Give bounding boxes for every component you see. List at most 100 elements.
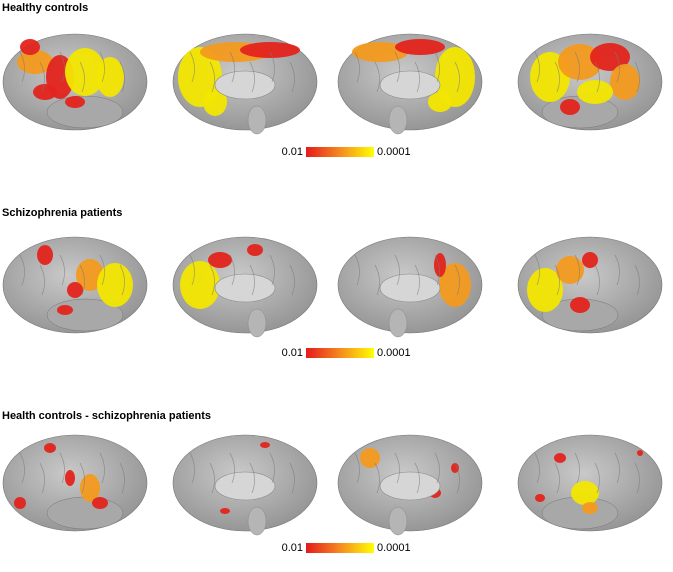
activation-blob <box>582 252 598 268</box>
sulcus <box>39 264 45 296</box>
sulcus <box>354 254 360 286</box>
sulcus <box>19 452 25 484</box>
sulcus <box>574 51 580 83</box>
activation-blob <box>96 57 124 97</box>
sulcus <box>99 452 105 484</box>
sulcus <box>434 51 440 83</box>
activation-blob <box>44 443 56 453</box>
sulcus <box>414 462 420 494</box>
colorbar-max-label: 0.0001 <box>377 347 411 359</box>
sulcus <box>614 452 620 484</box>
sulcus <box>554 61 560 93</box>
brainstem <box>388 105 408 135</box>
sulcus <box>614 254 620 286</box>
activation-blob <box>360 448 380 468</box>
activation-blob <box>180 261 220 309</box>
sulcus <box>119 264 125 296</box>
brain-view <box>172 434 318 536</box>
sulcus <box>289 61 295 93</box>
activation-blob <box>17 50 53 74</box>
sulcus <box>39 61 45 93</box>
colorbar-min-label: 0.01 <box>282 542 303 554</box>
sulcus <box>614 51 620 83</box>
activation-blob <box>33 84 57 100</box>
sulcus <box>229 452 235 484</box>
brainstem <box>388 506 408 536</box>
activation-blob <box>610 64 640 100</box>
sulcus <box>574 254 580 286</box>
sulcus <box>189 254 195 286</box>
brain-view <box>517 434 663 532</box>
activation-blob <box>208 252 232 268</box>
sulcus <box>374 61 380 93</box>
sulcus <box>59 51 65 83</box>
sulcus <box>534 452 540 484</box>
activation-blob <box>65 470 75 486</box>
sulcus <box>289 462 295 494</box>
brain-view <box>337 236 483 338</box>
sulcus <box>249 61 255 93</box>
activation-blob <box>560 99 580 115</box>
activation-blob <box>92 497 108 509</box>
panel-title: Health controls - schizophrenia patients <box>2 410 211 422</box>
colorbar <box>306 543 374 553</box>
activation-blob <box>65 48 105 96</box>
sulcus <box>119 61 125 93</box>
brainstem <box>247 105 267 135</box>
panel-title: Healthy controls <box>2 2 88 14</box>
sulcus <box>189 51 195 83</box>
activation-blob <box>80 474 100 502</box>
sulcus <box>209 61 215 93</box>
brain-view <box>337 434 483 536</box>
sulcus <box>269 452 275 484</box>
sulcus <box>594 264 600 296</box>
activation-blob <box>570 297 590 313</box>
activation-blob <box>590 43 630 71</box>
sulcus <box>414 61 420 93</box>
activation-blob <box>428 92 452 112</box>
brain-view <box>337 33 483 135</box>
brainstem <box>247 506 267 536</box>
colorbar-max-label: 0.0001 <box>377 146 411 158</box>
activation-blob <box>14 497 26 509</box>
brain-view <box>517 236 663 334</box>
sulcus <box>229 254 235 286</box>
sulcus <box>99 51 105 83</box>
sulcus <box>249 264 255 296</box>
colorbar <box>306 348 374 358</box>
sulcus <box>59 452 65 484</box>
activation-blob <box>67 282 83 298</box>
activation-blob <box>395 39 445 55</box>
colorbar-min-label: 0.01 <box>282 347 303 359</box>
activation-blob <box>65 96 85 108</box>
sulcus <box>434 452 440 484</box>
sulcus <box>269 254 275 286</box>
activation-blob <box>577 80 613 104</box>
colorbar-min-label: 0.01 <box>282 146 303 158</box>
sulcus <box>289 264 295 296</box>
brainstem <box>388 308 408 338</box>
sulcus <box>374 462 380 494</box>
sulcus <box>19 51 25 83</box>
sulcus <box>634 462 640 494</box>
activation-blob <box>247 244 263 256</box>
sulcus <box>554 462 560 494</box>
sulcus <box>414 264 420 296</box>
sulcus <box>574 452 580 484</box>
sulcus <box>454 462 460 494</box>
brain-view <box>2 434 148 532</box>
sulcus <box>394 254 400 286</box>
sulcus <box>59 254 65 286</box>
colorbar-max-label: 0.0001 <box>377 542 411 554</box>
sulcus <box>354 452 360 484</box>
sulcus <box>394 452 400 484</box>
brain-view <box>517 33 663 131</box>
activation-blob <box>97 263 133 307</box>
sulcus <box>79 61 85 93</box>
activation-blob <box>220 508 230 514</box>
activation-blob <box>435 47 475 107</box>
corpus-callosum <box>214 70 276 100</box>
activation-blob <box>20 39 40 55</box>
sulcus <box>354 51 360 83</box>
sulcus <box>189 452 195 484</box>
